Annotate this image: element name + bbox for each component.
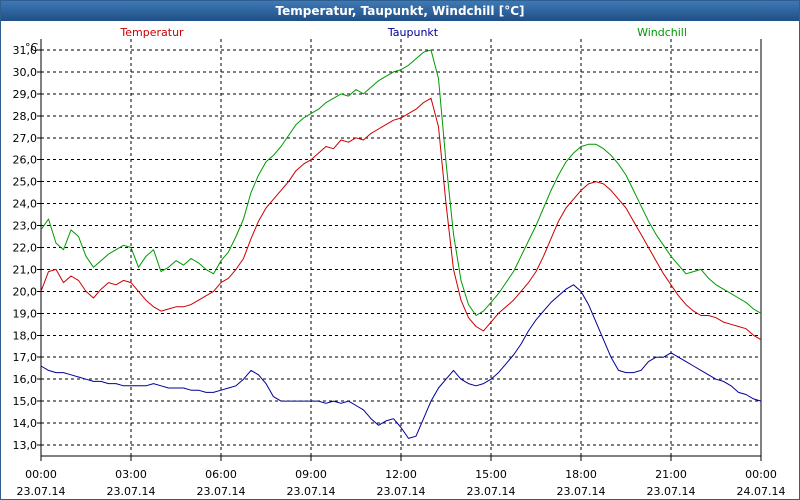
x-tick-date-label: 23.07.14 [197,485,246,498]
grid [40,39,762,456]
x-tick-time-label: 12:00 [385,468,417,481]
legend-label-windchill: Windchill [637,26,687,39]
legend-labels: Temperatur Taupunkt Windchill [119,26,687,39]
window-title: Temperatur, Taupunkt, Windchill [°C] [1,1,799,21]
x-tick-time-label: 21:00 [655,468,687,481]
x-tick-date-label: 23.07.14 [107,485,156,498]
x-tick-date-label: 23.07.14 [467,485,516,498]
legend-label-temperatur: Temperatur [119,26,184,39]
x-tick-date-label: 23.07.14 [17,485,66,498]
y-tick-label: 29,0 [13,88,38,101]
x-tick-date-label: 24.07.14 [737,485,786,498]
x-tick-date-label: 23.07.14 [287,485,336,498]
y-tick-label: 19,0 [13,307,38,320]
y-tick-label: 25,0 [13,176,38,189]
y-tick-label: 13,0 [13,439,38,452]
series-line-windchill [40,49,762,316]
series-lines [40,49,762,439]
x-tick-time-label: 00:00 [25,468,57,481]
y-tick-label: 14,0 [13,417,38,430]
y-tick-label: 28,0 [13,110,38,123]
x-tick-time-label: 18:00 [565,468,597,481]
y-tick-label: 22,0 [13,242,38,255]
x-tick-date-label: 23.07.14 [557,485,606,498]
x-tick-time-label: 15:00 [475,468,507,481]
y-tick-label: 15,0 [13,395,38,408]
y-tick-label: 18,0 [13,329,38,342]
y-tick-label: 27,0 [13,132,38,145]
y-axis-unit-label: °C [25,41,39,54]
y-tick-label: 23,0 [13,220,38,233]
series-line-temperatur [40,97,762,341]
y-tick-label: 17,0 [13,351,38,364]
x-tick-time-label: 00:00 [745,468,777,481]
y-tick-label: 16,0 [13,373,38,386]
x-tick-time-label: 09:00 [295,468,327,481]
axes: 13,0 14,0 15,0 16,0 17,0 18,0 19,0 20,0 21,0 22,0… [13,39,786,498]
y-tick-label: 24,0 [13,198,38,211]
x-tick-date-label: 23.07.14 [377,485,426,498]
series-line-taupunkt [40,284,762,439]
legend-label-taupunkt: Taupunkt [387,26,439,39]
y-tick-label: 20,0 [13,285,38,298]
y-tick-label: 26,0 [13,154,38,167]
x-tick-date-label: 23.07.14 [647,485,696,498]
y-tick-label: 21,0 [13,263,38,276]
x-tick-time-label: 06:00 [205,468,237,481]
x-tick-time-label: 03:00 [115,468,147,481]
y-tick-label: 31,0 [13,44,38,57]
y-tick-label: 30,0 [13,66,38,79]
